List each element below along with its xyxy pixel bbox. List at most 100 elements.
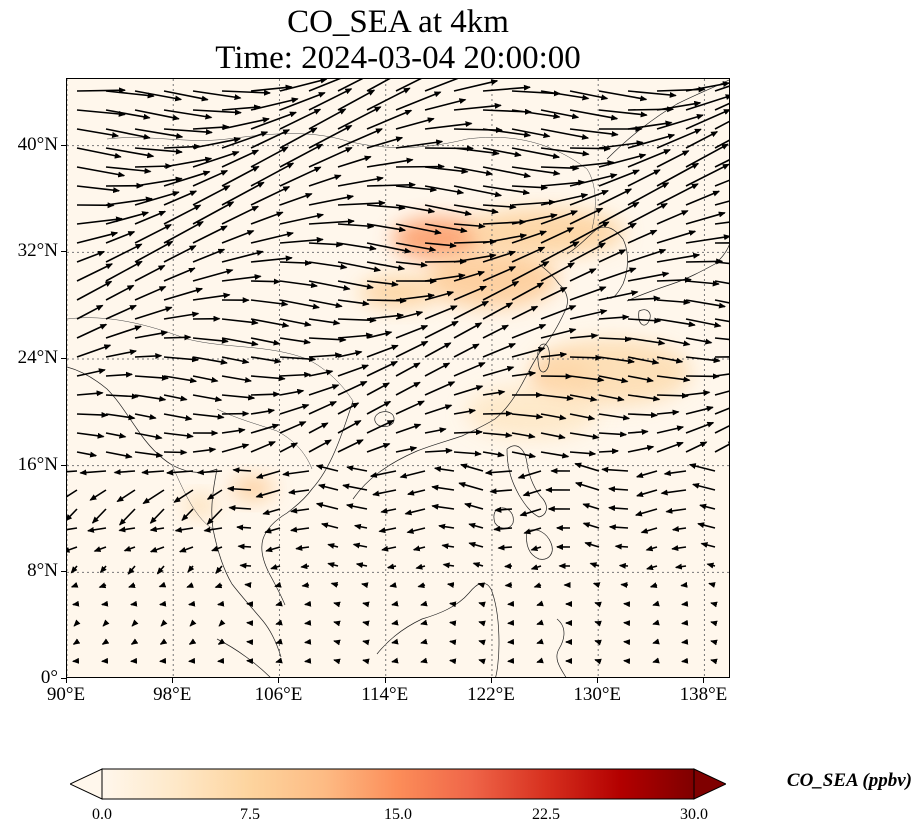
coastline-mindanao [526,529,553,560]
wind-vector [369,470,397,478]
wind-vector [192,136,242,149]
wind-vector [366,242,412,254]
wind-vector [449,620,457,627]
wind-vector [598,356,635,365]
wind-vector [134,128,184,139]
wind-vector [453,385,484,396]
wind-vector [598,188,633,206]
wind-vector [706,562,716,569]
wind-vector [134,109,180,121]
wind-vector [156,565,165,575]
wind-vector [352,542,368,549]
wind-vector [250,84,293,92]
wind-vector [569,432,600,440]
wind-vector [395,446,418,453]
wind-vector [589,562,600,569]
wind-vector [656,409,680,416]
wind-vector [76,147,122,159]
wind-vector [598,109,648,118]
wind-vector [275,638,283,645]
wind-vector [511,346,546,358]
wind-vector [221,394,256,401]
wind-vector [412,545,426,552]
coastline-japan [626,244,729,302]
wind-vector [478,658,486,665]
wind-vector [453,322,483,339]
wind-vector [530,545,542,552]
wind-vector [330,581,339,588]
wind-vector [192,109,242,116]
wind-vector [482,365,515,377]
wind-vector [680,581,688,588]
wind-vector [504,582,513,589]
wind-vector [221,337,259,347]
wind-vector [304,657,312,664]
wind-vector [134,176,183,187]
wind-vector [76,390,104,397]
wind-vector [424,320,459,339]
wind-vector [333,601,341,608]
wind-vector [173,489,194,503]
wind-vector [453,79,499,92]
wind-vector [345,503,368,510]
wind-vector [652,638,660,645]
wind-vector [404,508,426,516]
wind-vector [453,270,486,282]
wind-vector [215,565,223,574]
wind-vector [130,600,138,607]
wind-vector [569,128,619,137]
wind-vector [119,508,136,526]
wind-vector [337,402,360,415]
wind-vector [618,562,629,569]
wind-vector [482,324,509,339]
wind-vector [366,344,399,358]
latitude-label: 16°N [17,453,58,475]
wind-vector [482,128,532,138]
wind-vector [685,405,714,415]
wind-vector [134,90,183,102]
wind-vector [511,282,545,301]
wind-vector [239,562,252,569]
wind-vector [163,413,193,421]
wind-vector [279,403,310,415]
wind-vector [89,489,107,501]
wind-vector [395,185,438,193]
wind-vector [134,374,169,381]
wind-vector [67,470,78,473]
wind-vector [635,470,658,479]
wind-vector [337,200,386,207]
wind-vector [386,563,397,570]
coastline-russia [606,79,729,160]
wind-vector [366,297,407,304]
wind-vector [424,98,467,111]
wind-vector [134,394,167,402]
wind-vector [308,146,353,168]
wind-vector [355,562,368,569]
wind-vector [304,619,312,626]
wind-vector [598,249,627,263]
wind-vector [540,305,577,320]
wind-vector [250,97,299,111]
wind-vector [584,541,600,548]
wind-vector [163,311,200,320]
wind-vector [123,545,136,552]
wind-vector [634,508,658,517]
wind-vector [76,109,126,117]
wind-vector [569,286,607,301]
wind-vector [598,222,637,244]
wind-vector [105,260,143,282]
wind-vector [221,205,259,225]
wind-vector [130,638,139,645]
wind-vector [395,400,425,415]
wind-vector [134,306,173,320]
wind-vector [540,451,570,459]
wind-vector [250,356,282,364]
wind-vector [627,202,668,225]
wind-vector [523,527,542,535]
wind-vector [714,261,729,265]
wind-vector [163,334,192,341]
wind-vector [308,369,334,377]
wind-vector [522,489,542,497]
wind-vector [482,185,531,196]
wind-vector [598,431,628,438]
